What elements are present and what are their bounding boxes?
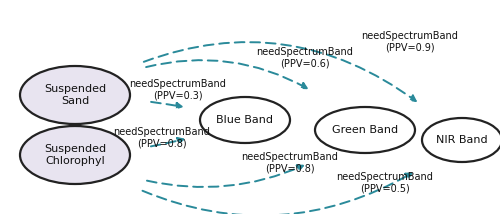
Text: Suspended
Sand: Suspended Sand [44,84,106,106]
FancyArrowPatch shape [151,138,184,146]
Text: needSpectrumBand
(PPV=0.9): needSpectrumBand (PPV=0.9) [362,31,458,53]
Text: NIR Band: NIR Band [436,135,488,145]
Text: needSpectrumBand
(PPV=0.8): needSpectrumBand (PPV=0.8) [114,127,210,149]
Text: needSpectrumBand
(PPV=0.3): needSpectrumBand (PPV=0.3) [130,79,226,101]
Ellipse shape [20,66,130,124]
FancyArrowPatch shape [147,165,303,187]
FancyArrowPatch shape [144,42,415,101]
Ellipse shape [315,107,415,153]
FancyArrowPatch shape [146,60,307,88]
Ellipse shape [20,126,130,184]
Text: Green Band: Green Band [332,125,398,135]
FancyArrowPatch shape [151,102,182,108]
Text: needSpectrumBand
(PPV=0.8): needSpectrumBand (PPV=0.8) [242,152,338,174]
Text: needSpectrumBand
(PPV=0.5): needSpectrumBand (PPV=0.5) [336,172,434,194]
Text: Blue Band: Blue Band [216,115,274,125]
Text: Suspended
Chlorophyl: Suspended Chlorophyl [44,144,106,166]
Ellipse shape [200,97,290,143]
FancyArrowPatch shape [142,173,412,214]
Text: needSpectrumBand
(PPV=0.6): needSpectrumBand (PPV=0.6) [256,47,354,69]
Ellipse shape [422,118,500,162]
